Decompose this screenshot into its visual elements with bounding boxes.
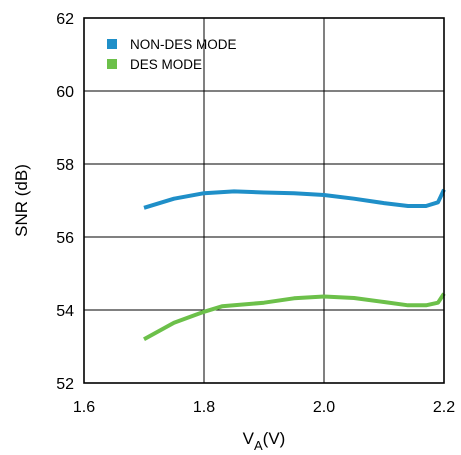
legend-label: DES MODE (130, 57, 202, 72)
legend-swatch (107, 39, 117, 49)
x-tick-label: 2.2 (433, 399, 455, 416)
legend-swatch (107, 59, 117, 69)
x-axis-title: VA(V) (243, 429, 286, 453)
y-tick-labels: 52 54 56 58 60 62 (56, 11, 74, 393)
legend: NON-DES MODE DES MODE (107, 37, 237, 72)
y-tick-label: 52 (56, 376, 74, 393)
x-tick-labels: 1.6 1.8 2.0 2.2 (73, 399, 455, 416)
legend-label: NON-DES MODE (130, 37, 237, 52)
series-line-des-mode (143, 292, 446, 341)
y-axis-title: SNR (dB) (12, 164, 31, 237)
series-layer (143, 188, 446, 341)
y-tick-label: 58 (56, 157, 74, 174)
x-axis-title-suffix: (V) (263, 429, 286, 448)
series-line-non-des-mode (143, 188, 446, 210)
x-tick-label: 2.0 (313, 399, 335, 416)
x-axis-title-subscript: A (254, 438, 263, 453)
plot-frame (83, 17, 445, 384)
x-tick-label: 1.8 (193, 399, 215, 416)
y-tick-label: 62 (56, 11, 74, 28)
y-tick-label: 56 (56, 230, 74, 247)
y-tick-label: 54 (56, 303, 74, 320)
x-axis-title-main: V (243, 429, 255, 448)
x-tick-label: 1.6 (73, 399, 95, 416)
grid (83, 17, 445, 384)
y-tick-label: 60 (56, 84, 74, 101)
